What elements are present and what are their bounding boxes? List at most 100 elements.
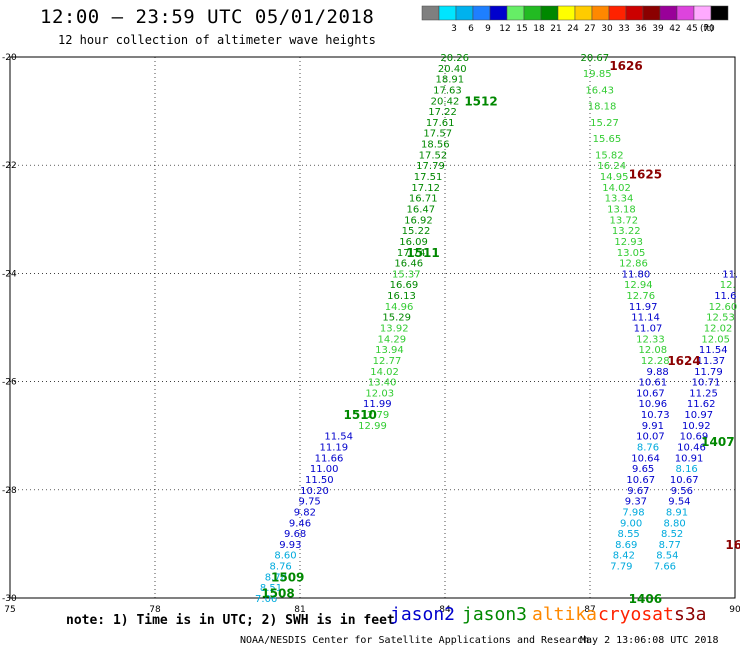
legend-swatch xyxy=(608,5,627,21)
wave-height-value: 14.02 xyxy=(370,367,399,378)
wave-height-value: 12.86 xyxy=(619,259,648,270)
wave-height-value: 11.79 xyxy=(694,367,723,378)
wave-height-value: 12.08 xyxy=(639,345,668,356)
wave-height-value: 8.55 xyxy=(618,529,640,540)
legend-swatch xyxy=(506,5,525,21)
wave-height-value: 18.56 xyxy=(421,140,450,151)
legend-tick-label: 39 xyxy=(652,24,664,34)
pass-label: 1508 xyxy=(261,587,294,601)
wave-height-value: 8.60 xyxy=(274,551,296,562)
wave-height-value: 13.05 xyxy=(617,248,646,259)
wave-height-value: 8.51 xyxy=(260,583,282,594)
wave-height-value: 11. xyxy=(722,269,738,280)
legend-tick-label: 18 xyxy=(533,24,545,34)
wave-height-value: 11.07 xyxy=(634,324,663,335)
wave-height-value: 8.69 xyxy=(615,540,637,551)
wave-height-value: 17.52 xyxy=(419,150,448,161)
wave-height-value: 12.77 xyxy=(373,356,402,367)
wave-height-value: 15.82 xyxy=(595,150,624,161)
wave-height-value: 19.85 xyxy=(583,69,612,80)
pass-labels: 1512 1511 1510 1509 1508 1626 1625 1624 1407 1406… xyxy=(261,59,740,606)
wave-height-value: 16.69 xyxy=(390,280,419,291)
wave-height-value: 11.00 xyxy=(310,464,339,475)
wave-height-value: 10.67 xyxy=(670,475,699,486)
wave-height-value: 11.54 xyxy=(699,345,728,356)
legend-tick-label: 30 xyxy=(601,24,613,34)
wave-height-value: 12.60 xyxy=(709,302,738,313)
legend-swatch xyxy=(676,5,695,21)
wave-height-value: 8.42 xyxy=(613,551,635,562)
wave-height-value: 11.99 xyxy=(363,399,392,410)
pass-label: 1510 xyxy=(344,408,377,422)
x-tick-label: 87 xyxy=(584,605,595,615)
wave-height-value: 20.67 xyxy=(581,53,610,64)
wave-height-value: 20.26 xyxy=(440,53,469,64)
legend-tick-label: 24 xyxy=(567,24,579,34)
y-tick-label: -30 xyxy=(2,594,17,604)
legend-swatch xyxy=(421,5,440,21)
legend-swatch xyxy=(625,5,644,21)
wave-height-value: 12.76 xyxy=(626,291,655,302)
legend-swatch xyxy=(710,5,729,21)
x-tick-label: 81 xyxy=(294,605,305,615)
wave-height-value: 12. xyxy=(720,280,736,291)
wave-height-value: 10.67 xyxy=(626,475,655,486)
wave-height-value: 11.25 xyxy=(689,388,718,399)
wave-height-value: 10.46 xyxy=(677,443,706,454)
pass-label: 1512 xyxy=(464,94,497,108)
pass-label: 1407 xyxy=(701,435,734,449)
wave-height-value: 8.54 xyxy=(656,551,678,562)
legend-swatch xyxy=(659,5,678,21)
y-tick-label: -22 xyxy=(2,161,17,171)
pass-label: 162 xyxy=(725,538,740,552)
wave-height-value: 10.91 xyxy=(675,453,704,464)
wave-height-value: 9.68 xyxy=(284,529,306,540)
wave-height-value: 14.95 xyxy=(600,172,629,183)
wave-height-value: 10.71 xyxy=(692,378,721,389)
wave-height-value: 10.07 xyxy=(636,432,665,443)
wave-height-value: 9.54 xyxy=(668,497,690,508)
wave-height-value: 11.54 xyxy=(324,432,353,443)
wave-height-value: 13.92 xyxy=(380,324,409,335)
sat-altika: altika xyxy=(532,604,598,625)
wave-height-value: 13.94 xyxy=(375,345,404,356)
wave-height-value: 11.62 xyxy=(687,399,716,410)
legend-tick-label: 70 xyxy=(703,24,715,34)
wave-height-value: 10.97 xyxy=(684,410,713,421)
wave-height-value: 10.69 xyxy=(680,432,709,443)
wave-height-value: 16.09 xyxy=(399,237,428,248)
wave-height-value: 9.88 xyxy=(647,367,669,378)
wave-height-value: 8.77 xyxy=(659,540,681,551)
wave-height-value: 9.82 xyxy=(294,507,316,518)
wave-height-value: 17.12 xyxy=(411,183,440,194)
wave-height-value: 10.61 xyxy=(639,378,668,389)
wave-height-value: 15.65 xyxy=(593,134,622,145)
wave-height-value: 8.76 xyxy=(637,443,659,454)
wave-height-value: 12.94 xyxy=(624,280,653,291)
wave-height-value: 18.91 xyxy=(436,75,465,86)
wave-height-value: 17.57 xyxy=(423,129,452,140)
wave-height-value: 13.22 xyxy=(612,226,641,237)
wave-height-value: 12.33 xyxy=(636,334,665,345)
legend-swatch xyxy=(489,5,508,21)
wave-height-value: 9.00 xyxy=(620,518,642,529)
legend-tick-label: 21 xyxy=(550,24,561,34)
wave-height-value: 12.05 xyxy=(701,334,730,345)
wave-height-value: 12.79 xyxy=(361,410,390,421)
x-tick-label: 78 xyxy=(149,605,161,615)
legend-swatch xyxy=(472,5,491,21)
legend-swatch xyxy=(693,5,712,21)
legend-tick-label: 33 xyxy=(618,24,629,34)
legend-swatch xyxy=(591,5,610,21)
legend-tick-label: 36 xyxy=(635,24,647,34)
wave-height-value: 16.92 xyxy=(404,215,433,226)
wave-height-value: 17.74 xyxy=(397,248,426,259)
wave-height-value: 9.67 xyxy=(627,486,649,497)
wave-height-value: 16.43 xyxy=(585,85,614,96)
pass-label: 1511 xyxy=(406,246,439,260)
legend-swatch xyxy=(642,5,661,21)
wave-height-value: 11.37 xyxy=(697,356,726,367)
wave-height-value: 9.75 xyxy=(299,497,321,508)
y-tick-label: -24 xyxy=(2,269,17,279)
